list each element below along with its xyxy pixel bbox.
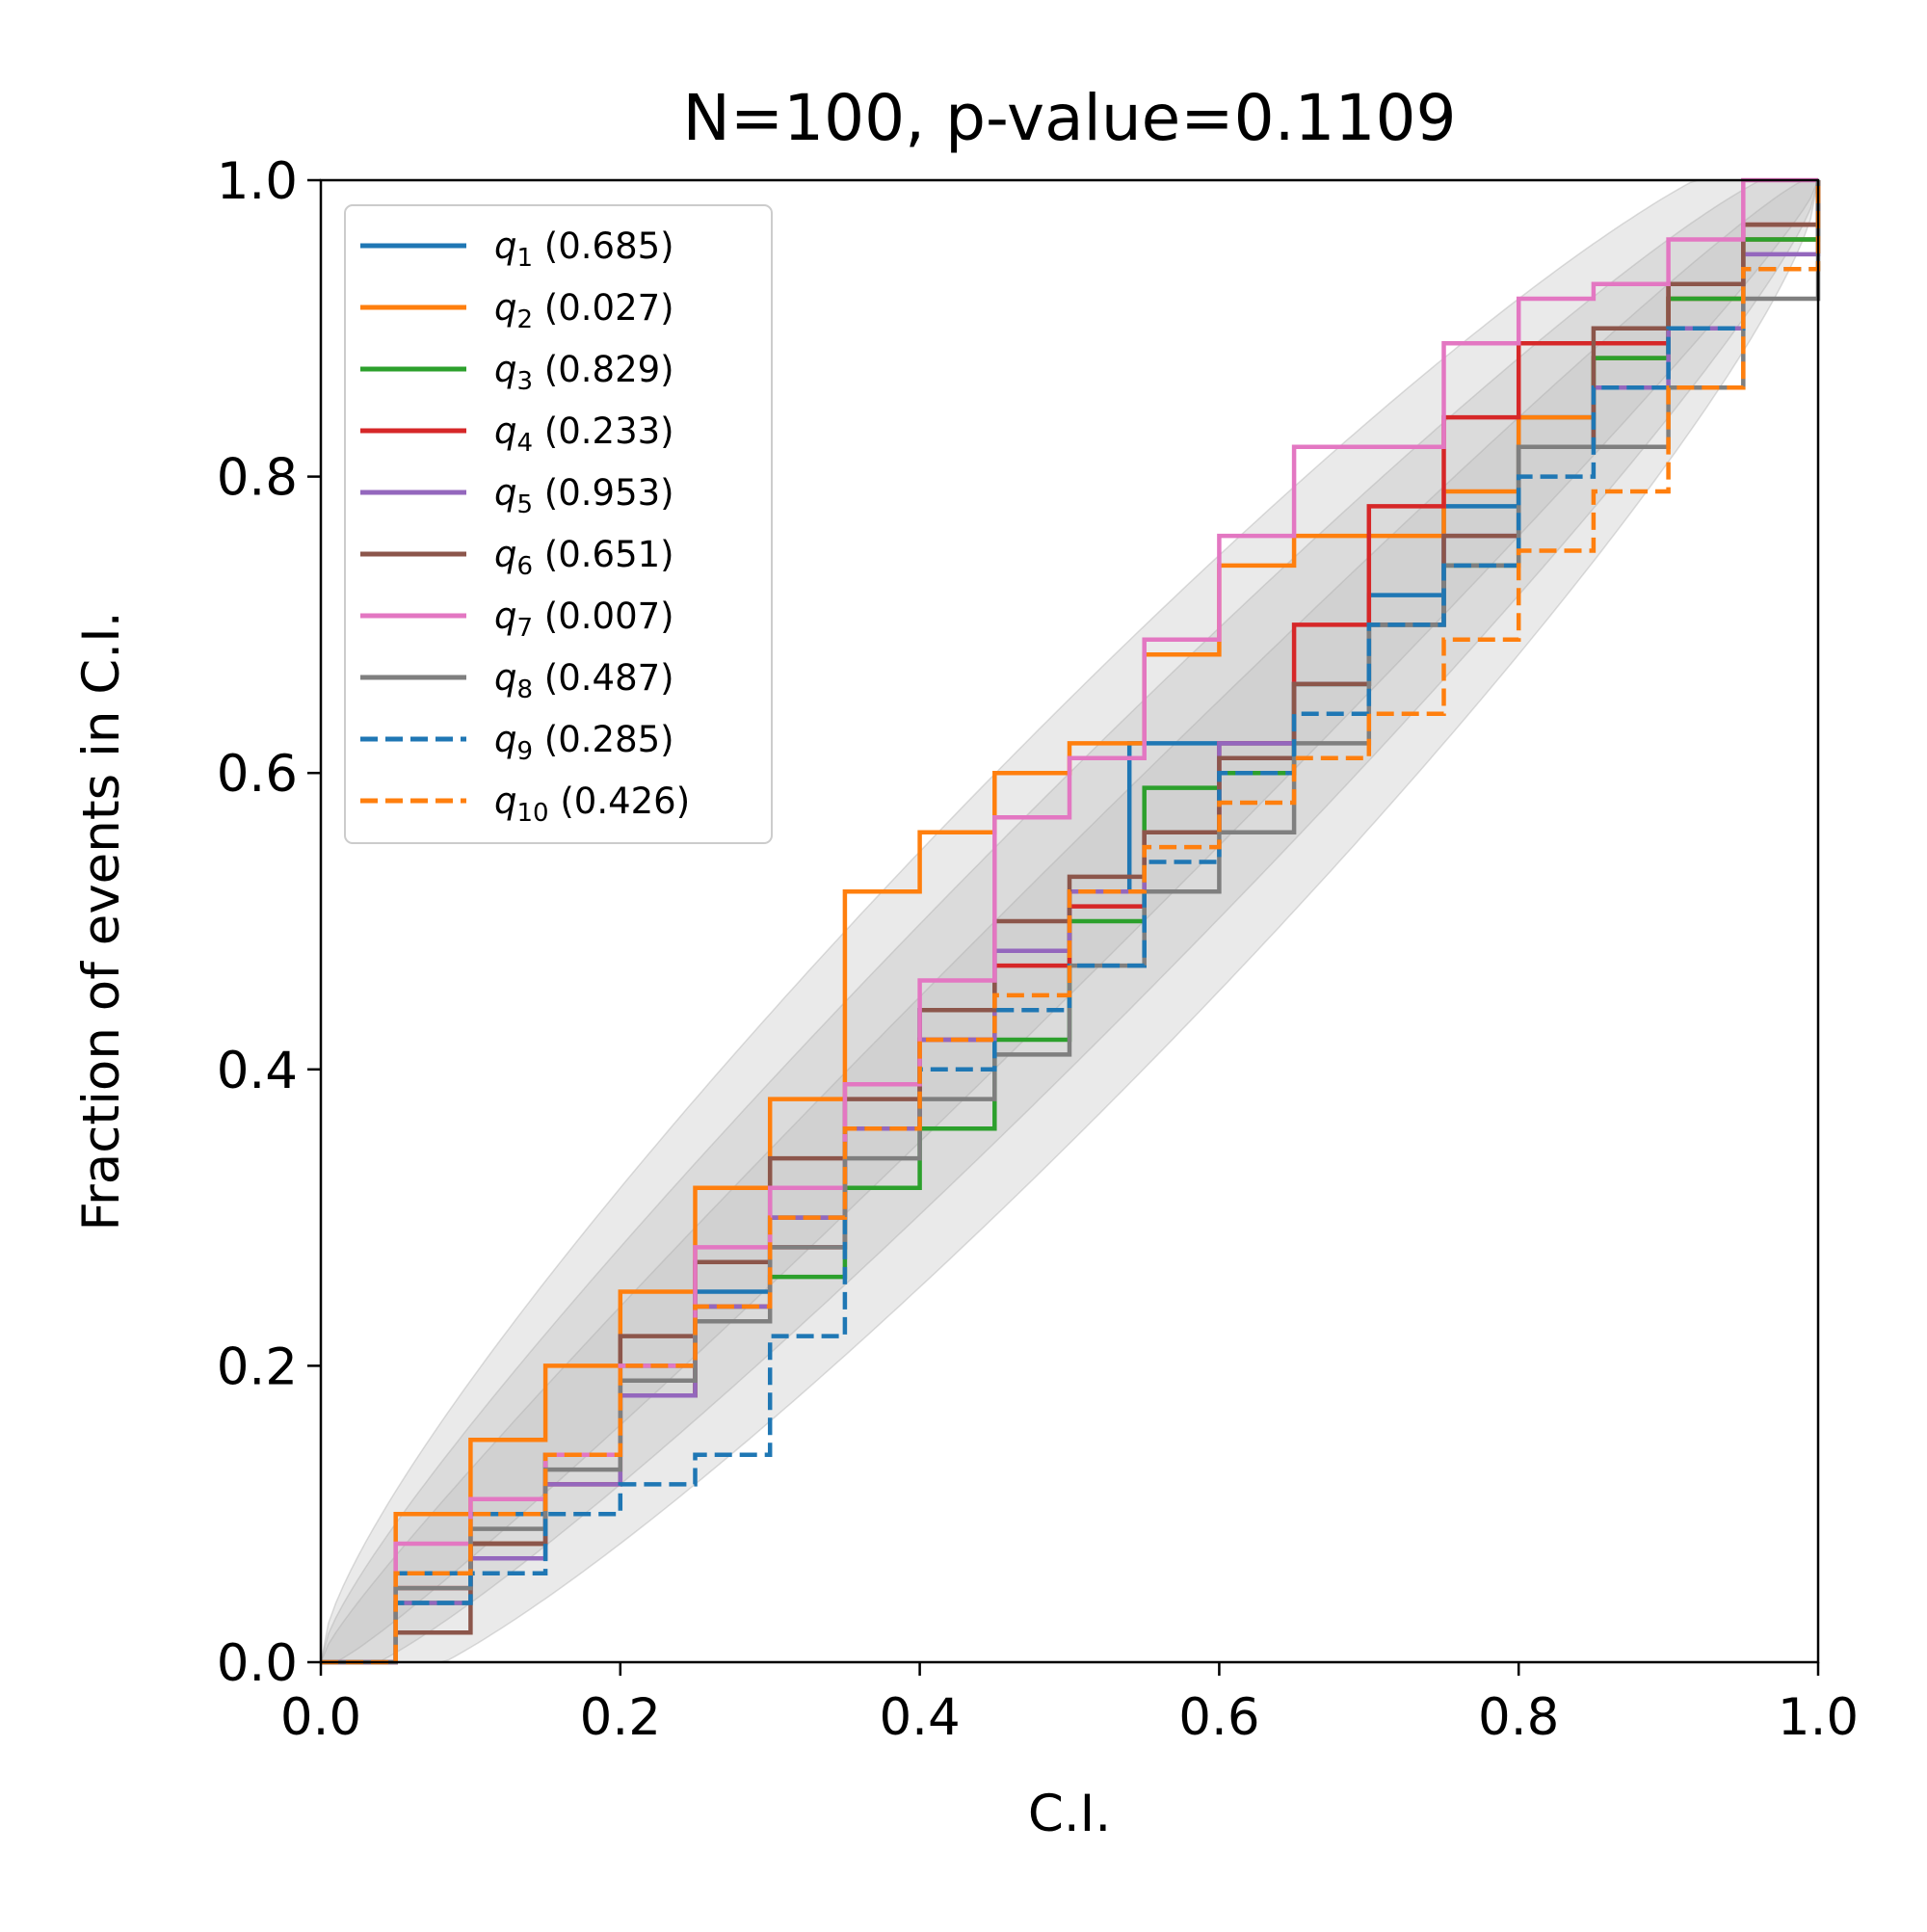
legend-label-q3: q3 (0.829) — [494, 349, 674, 396]
legend-label-q4: q4 (0.233) — [494, 410, 674, 458]
x-axis: 0.0 0.2 0.4 0.6 0.8 1.0 — [280, 1662, 1859, 1747]
legend-label-q7: q7 (0.007) — [494, 595, 674, 643]
plot-frame — [319, 178, 1820, 1664]
data-lines — [321, 177, 1821, 1665]
legend-label-q2: q2 (0.027) — [494, 287, 674, 334]
legend-label-q6: q6 (0.651) — [494, 534, 674, 581]
y-tick-label: 0.6 — [217, 745, 298, 804]
y-tick-label: 0.0 — [217, 1634, 298, 1693]
y-axis-label: Fraction of events in C.I. — [72, 611, 131, 1231]
series-line-q8 — [321, 180, 1821, 1665]
legend-label-q10: q10 (0.426) — [494, 781, 690, 828]
legend-label-q8: q8 (0.487) — [494, 657, 674, 704]
y-axis: 0.0 0.2 0.4 0.6 0.8 1.0 — [217, 152, 321, 1693]
legend: q1 (0.685) q2 (0.027) q3 (0.829) q4 (0.233)… — [344, 204, 773, 844]
series-line-q10 — [321, 180, 1821, 1665]
x-tick-label: 0.6 — [1178, 1688, 1259, 1747]
y-tick-label: 0.4 — [217, 1042, 298, 1100]
x-tick-label: 1.0 — [1778, 1688, 1859, 1747]
y-tick-label: 0.8 — [217, 449, 298, 508]
y-tick-label: 1.0 — [217, 152, 298, 211]
x-tick-label: 0.0 — [280, 1688, 361, 1747]
legend-box — [344, 204, 773, 844]
x-tick-label: 0.8 — [1478, 1688, 1559, 1747]
legend-label-q1: q1 (0.685) — [494, 225, 674, 273]
y-tick-label: 0.2 — [217, 1337, 298, 1396]
x-tick-label: 0.4 — [879, 1688, 960, 1747]
legend-label-q5: q5 (0.953) — [494, 472, 674, 519]
x-tick-label: 0.2 — [580, 1688, 661, 1747]
x-axis-label: C.I. — [1028, 1785, 1111, 1843]
legend-label-q9: q9 (0.285) — [494, 719, 674, 766]
chart-title: N=100, p-value=0.1109 — [682, 81, 1456, 155]
